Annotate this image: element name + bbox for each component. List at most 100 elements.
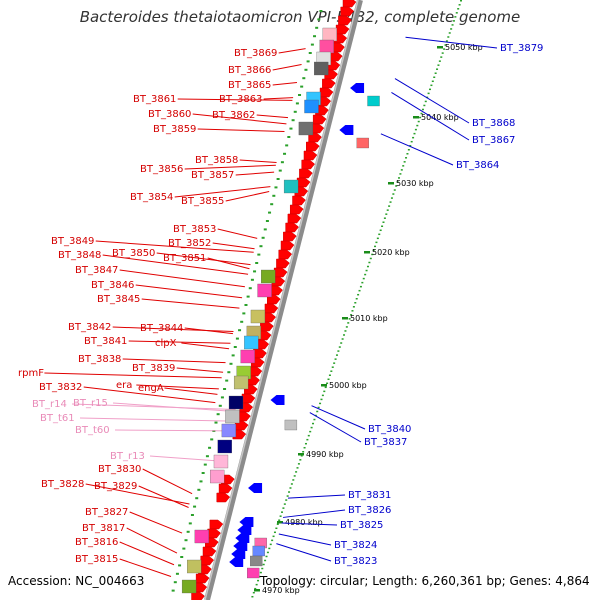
minor-tick [306,60,310,63]
gene-label-forward: BT_3817 [82,523,125,534]
minor-tick [291,119,295,122]
scale-dot [412,136,415,139]
forward-gene [273,267,288,278]
genome-backbone [204,0,363,600]
gene-label-forward: BT_3858 [195,155,238,166]
leader-line [177,98,293,101]
scale-dot [386,209,389,211]
reverse-gene-box [247,567,260,579]
minor-tick [265,220,269,222]
scale-dot [257,579,260,582]
scale-label: 5010 kbp [350,314,388,323]
forward-gene [260,321,274,332]
minor-tick [287,136,291,138]
scale-dot [306,438,309,441]
scale-dot [340,342,343,344]
scale-dot [378,233,381,236]
gene-box [181,579,197,594]
scale-dot [268,547,271,550]
scale-dot [416,124,419,127]
leader-line [44,372,222,379]
scale-dot [392,193,395,195]
scale-dot [354,302,357,304]
scale-dot [323,390,326,393]
forward-gene [312,114,327,125]
minor-tick [319,10,323,12]
gene-label-forward: BT_3869 [234,48,277,59]
scale-dot [443,48,446,50]
scale-dot [276,523,279,525]
scale-dot [261,567,264,570]
minor-tick [216,413,220,416]
minor-tick [186,530,190,533]
scale-dot [434,72,437,74]
forward-gene [340,6,355,17]
leader-line [184,327,233,335]
scale-dot [414,128,417,131]
scale-dot [358,289,361,292]
scale-dot [447,36,450,38]
leader-line [281,522,338,526]
scale-dot [430,84,433,87]
scale-dot [316,410,319,413]
gene-label-reverse: BT_3840 [368,424,411,435]
gene-box [209,469,225,484]
scale-dot [366,265,369,268]
gene-box [283,179,299,194]
scale-dot [337,350,340,352]
scale-dot [379,229,382,232]
leader-line [174,186,271,198]
scale-dot [402,165,405,167]
scale-dot [307,434,310,437]
scale-dot [269,543,272,546]
scale-dot [282,507,285,509]
scale-dot [424,100,427,103]
scale-dot [302,451,305,453]
gene-label-forward: BT_3848 [58,250,101,261]
scale-dot [304,442,307,445]
scale-dot [409,144,412,147]
scale-dot [361,281,364,284]
gene-label-forward: engA [138,383,164,394]
minor-tick [298,94,302,96]
leader-line [278,533,332,546]
reverse-gene [339,125,354,135]
scale-dot [451,24,454,26]
minor-tick [253,270,257,273]
minor-tick [295,102,299,105]
gene-label-forward: clpX [155,338,177,349]
gene-label-forward: BT_3827 [85,507,128,518]
gene-label-reverse: BT_3837 [364,437,407,448]
gene-box [314,61,329,76]
minor-tick [250,278,254,281]
minor-tick [248,287,252,290]
leader-line [79,417,233,422]
scale-dot [445,40,448,42]
scale-label: 5050 kbp [445,43,483,52]
scale-dot [254,587,257,590]
minor-tick [238,329,242,332]
major-tick [413,116,419,119]
scale-dot [444,44,447,46]
leader-line [135,284,243,299]
gene-label-forward: BT_3842 [68,322,111,333]
scale-dot [375,241,378,244]
scale-dot [272,535,275,538]
scale-dot [251,595,254,598]
minor-tick [225,379,229,382]
minor-tick [195,497,199,500]
scale-dot [303,446,306,449]
gene-label-forward: BT_3816 [75,537,118,548]
leader-line [122,358,226,364]
scale-label: 4970 kbp [262,586,300,595]
forward-gene [283,231,297,242]
scale-dot [440,56,443,58]
scale-dot [368,261,371,264]
scale-dot [352,306,355,308]
gene-label-forward: BT_3829 [94,481,137,492]
minor-tick [214,421,218,424]
leader-line [112,402,236,413]
scale-ticks: 5050 kbp 5040 kbp 5030 kbp 5020 kbp 5010 kbp… [171,0,483,598]
minor-tick [242,312,246,315]
leader-line [141,298,240,309]
